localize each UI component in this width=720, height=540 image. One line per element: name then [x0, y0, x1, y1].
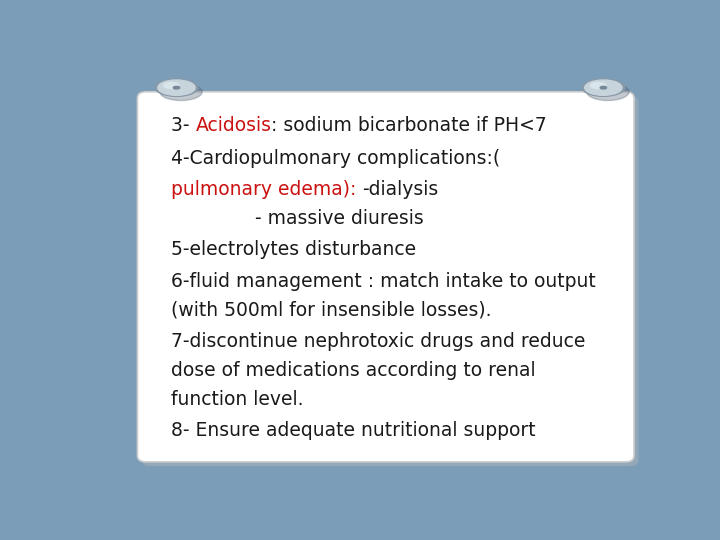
Ellipse shape: [582, 79, 624, 96]
Ellipse shape: [585, 80, 622, 96]
Text: pulmonary edema):: pulmonary edema):: [171, 180, 362, 199]
Text: dose of medications according to renal: dose of medications according to renal: [171, 361, 536, 380]
Text: : sodium bicarbonate if PH<7: : sodium bicarbonate if PH<7: [271, 116, 547, 134]
FancyBboxPatch shape: [138, 92, 634, 462]
Text: 3-: 3-: [171, 116, 195, 134]
Ellipse shape: [587, 83, 629, 100]
Text: (with 500ml for insensible losses).: (with 500ml for insensible losses).: [171, 301, 492, 320]
Text: 6-fluid management : match intake to output: 6-fluid management : match intake to out…: [171, 272, 595, 291]
Text: - massive diuresis: - massive diuresis: [171, 209, 423, 228]
Ellipse shape: [590, 83, 606, 89]
Text: 4-Cardiopulmonary complications:(: 4-Cardiopulmonary complications:(: [171, 149, 500, 168]
Ellipse shape: [163, 83, 179, 89]
Ellipse shape: [156, 79, 198, 96]
Text: -dialysis: -dialysis: [362, 180, 438, 199]
Text: Acidosis: Acidosis: [195, 116, 271, 134]
Text: 8- Ensure adequate nutritional support: 8- Ensure adequate nutritional support: [171, 421, 536, 440]
Text: function level.: function level.: [171, 390, 303, 409]
Ellipse shape: [160, 83, 202, 100]
Text: 5-electrolytes disturbance: 5-electrolytes disturbance: [171, 240, 416, 259]
Ellipse shape: [600, 86, 606, 89]
Text: 7-discontinue nephrotoxic drugs and reduce: 7-discontinue nephrotoxic drugs and redu…: [171, 332, 585, 351]
Ellipse shape: [174, 86, 180, 89]
FancyBboxPatch shape: [142, 96, 639, 466]
Ellipse shape: [158, 80, 195, 96]
